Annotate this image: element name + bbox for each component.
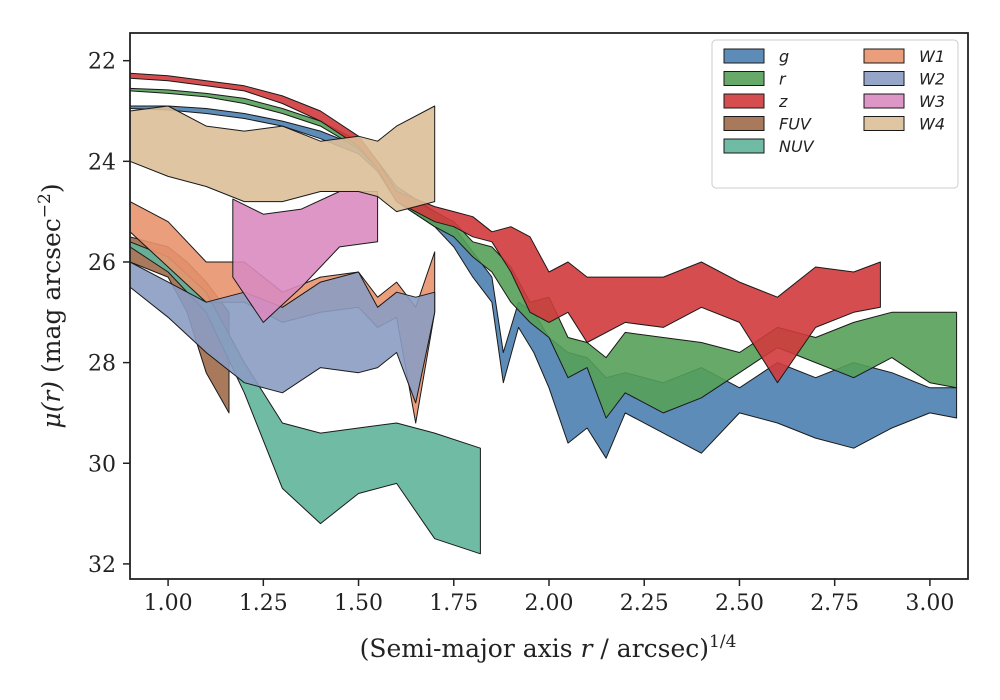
y-axis: 22 24 26 28 30 32 bbox=[88, 50, 130, 578]
x-axis-label: (Semi-major axis r / arcsec)1/4 bbox=[360, 632, 737, 663]
x-tick-label: 2.50 bbox=[715, 591, 764, 616]
y-tick-label: 30 bbox=[88, 452, 116, 477]
legend-label-w4: W4 bbox=[919, 115, 945, 134]
legend-label-w2: W2 bbox=[919, 70, 945, 89]
x-axis-label-prefix: (Semi-major axis bbox=[360, 634, 581, 663]
legend-label-w3: W3 bbox=[919, 92, 945, 111]
y-tick-label: 32 bbox=[88, 553, 116, 578]
legend-swatch-w1 bbox=[863, 48, 905, 64]
legend-label-fuv: FUV bbox=[779, 115, 812, 134]
x-tick-label: 1.50 bbox=[334, 591, 383, 616]
x-tick-label: 2.25 bbox=[620, 591, 669, 616]
y-tick-label: 28 bbox=[88, 352, 116, 377]
y-axis-label-suffix: ) bbox=[37, 183, 66, 193]
legend-label-z: z bbox=[778, 92, 788, 111]
legend-swatch-w2 bbox=[863, 71, 905, 86]
legend-label-w1: W1 bbox=[919, 47, 945, 66]
y-tick-label: 22 bbox=[88, 50, 116, 75]
x-axis: 1.00 1.25 1.50 1.75 2.00 2.25 2.50 2.75 3.00 bbox=[144, 579, 954, 616]
x-axis-label-suffix: / arcsec) bbox=[592, 634, 709, 663]
band-w3 bbox=[232, 191, 379, 323]
band-w4 bbox=[130, 105, 436, 213]
x-axis-label-exponent: 1/4 bbox=[709, 632, 736, 652]
legend-swatch-nuv bbox=[723, 138, 765, 154]
y-axis-label: μ(r) (mag arcsec−2) bbox=[35, 183, 66, 428]
y-axis-label-exponent: −2 bbox=[35, 193, 55, 218]
legend-label-r: r bbox=[779, 70, 787, 89]
x-tick-label: 3.00 bbox=[905, 591, 954, 616]
legend-label-g: g bbox=[779, 47, 789, 66]
x-tick-label: 1.25 bbox=[239, 591, 288, 616]
x-tick-label: 2.00 bbox=[525, 591, 574, 616]
legend-swatch-fuv bbox=[723, 116, 765, 131]
plot-area bbox=[130, 72, 958, 555]
x-tick-label: 1.75 bbox=[429, 591, 478, 616]
x-tick-label: 2.75 bbox=[810, 591, 859, 616]
legend-swatch-w4 bbox=[863, 116, 905, 131]
legend-swatch-w3 bbox=[863, 93, 905, 109]
legend: grz FUV NUV W1 W2 W3 W4 bbox=[711, 39, 959, 189]
legend-swatch-r bbox=[723, 71, 765, 86]
y-tick-label: 24 bbox=[88, 150, 116, 175]
y-axis-label-prefix: (mag arcsec bbox=[37, 218, 66, 381]
legend-swatch-z bbox=[723, 93, 765, 109]
legend-swatch-g bbox=[723, 48, 765, 64]
y-axis-label-variable: μ(r) bbox=[37, 381, 66, 429]
legend-label-nuv: NUV bbox=[779, 137, 815, 156]
x-axis-label-variable: r bbox=[581, 634, 595, 663]
x-tick-label: 1.00 bbox=[144, 591, 193, 616]
y-tick-label: 26 bbox=[88, 251, 116, 276]
